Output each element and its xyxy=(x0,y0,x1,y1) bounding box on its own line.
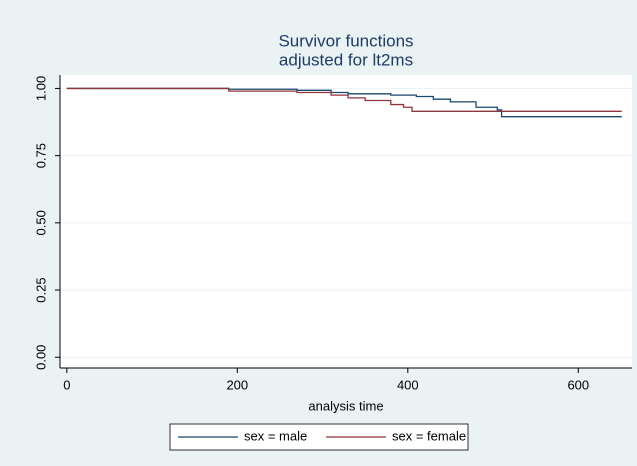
plot-area xyxy=(60,75,632,368)
y-tick-label: 0.00 xyxy=(33,345,48,370)
legend-label: sex = female xyxy=(392,428,466,443)
x-axis-label: analysis time xyxy=(308,398,383,413)
chart-title: Survivor functions xyxy=(278,31,413,50)
legend-label: sex = male xyxy=(244,428,307,443)
y-tick-label: 0.75 xyxy=(33,143,48,168)
x-tick-label: 200 xyxy=(226,377,248,392)
chart-title: adjusted for lt2ms xyxy=(279,50,413,69)
x-tick-label: 600 xyxy=(567,377,589,392)
y-tick-label: 1.00 xyxy=(33,76,48,101)
x-tick-label: 0 xyxy=(63,377,70,392)
x-tick-label: 400 xyxy=(397,377,419,392)
y-tick-label: 0.25 xyxy=(33,277,48,302)
series-line xyxy=(66,87,622,118)
y-tick-label: 0.50 xyxy=(33,210,48,235)
series-line xyxy=(66,87,622,112)
